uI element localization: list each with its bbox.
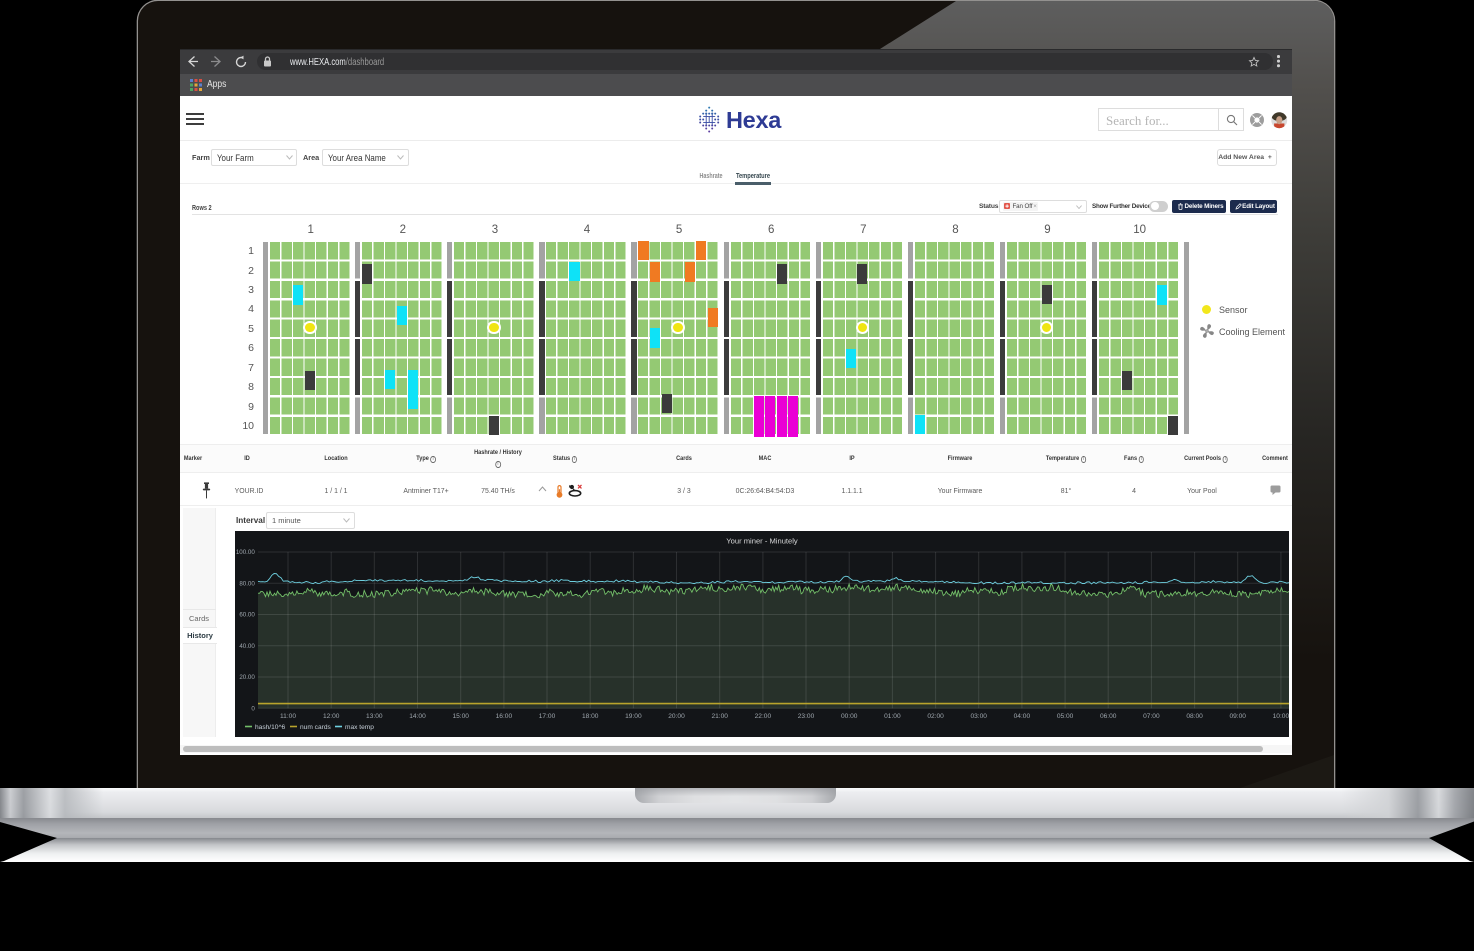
- svg-text:15:00: 15:00: [452, 713, 469, 720]
- svg-text:10:00: 10:00: [1273, 713, 1289, 720]
- svg-text:12:00: 12:00: [323, 713, 340, 720]
- svg-text:09:00: 09:00: [1229, 713, 1246, 720]
- svg-text:04:00: 04:00: [1014, 713, 1031, 720]
- svg-text:Your miner - Minutely: Your miner - Minutely: [726, 537, 798, 546]
- svg-text:05:00: 05:00: [1057, 713, 1074, 720]
- svg-text:80.00: 80.00: [239, 581, 255, 588]
- svg-text:40.00: 40.00: [239, 643, 255, 650]
- svg-text:hash/10^6: hash/10^6: [255, 724, 286, 731]
- svg-text:21:00: 21:00: [711, 713, 728, 720]
- svg-text:20.00: 20.00: [239, 674, 255, 681]
- svg-text:02:00: 02:00: [927, 713, 944, 720]
- svg-text:18:00: 18:00: [582, 713, 599, 720]
- svg-text:11:00: 11:00: [280, 713, 296, 720]
- svg-text:08:00: 08:00: [1186, 713, 1203, 720]
- svg-text:0: 0: [251, 706, 255, 713]
- svg-text:max temp: max temp: [345, 724, 374, 731]
- svg-text:60.00: 60.00: [239, 612, 255, 619]
- svg-text:01:00: 01:00: [884, 713, 901, 720]
- svg-text:num cards: num cards: [300, 724, 331, 731]
- svg-text:20:00: 20:00: [668, 713, 685, 720]
- svg-text:03:00: 03:00: [970, 713, 987, 720]
- svg-text:06:00: 06:00: [1100, 713, 1117, 720]
- svg-text:07:00: 07:00: [1143, 713, 1160, 720]
- svg-text:13:00: 13:00: [366, 713, 383, 720]
- svg-text:16:00: 16:00: [496, 713, 513, 720]
- svg-text:00:00: 00:00: [841, 713, 858, 720]
- svg-text:14:00: 14:00: [409, 713, 426, 720]
- svg-text:17:00: 17:00: [539, 713, 556, 720]
- svg-text:22:00: 22:00: [755, 713, 772, 720]
- svg-text:23:00: 23:00: [798, 713, 815, 720]
- svg-text:100.00: 100.00: [236, 549, 255, 556]
- svg-text:19:00: 19:00: [625, 713, 642, 720]
